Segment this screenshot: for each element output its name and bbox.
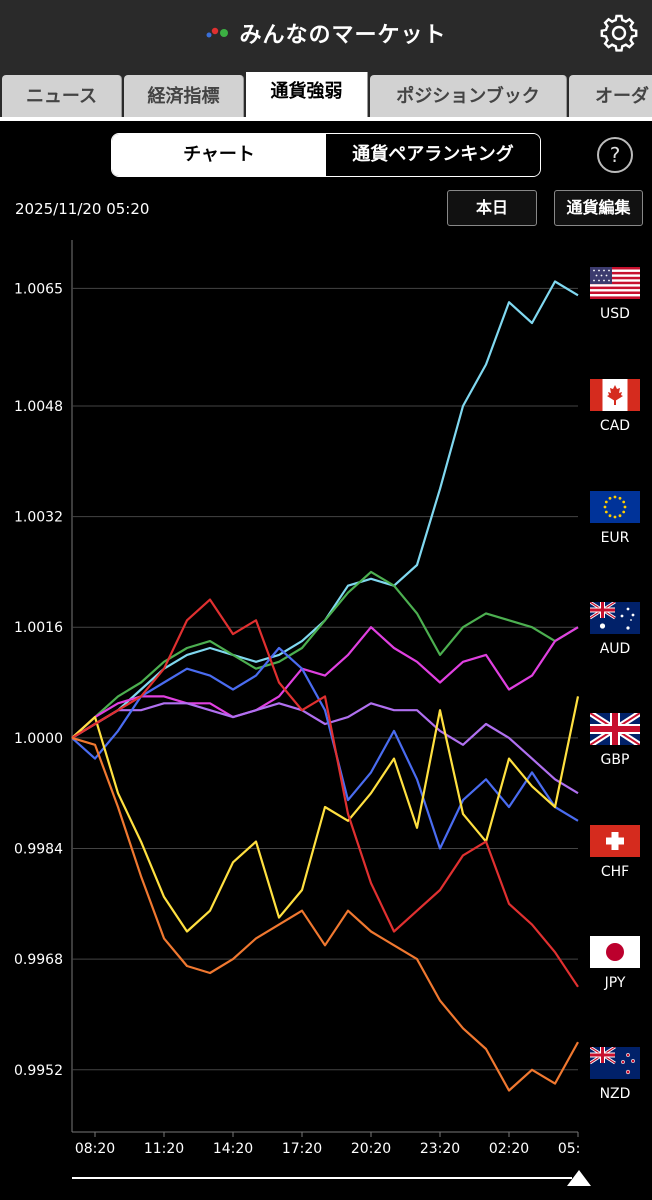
currency-cad[interactable]: CAD (589, 379, 641, 434)
y-tick-label: 1.0048 (14, 399, 63, 415)
app-logo-icon (206, 27, 229, 38)
app-header: みんなのマーケット (0, 0, 652, 72)
time-scrubber-track[interactable] (72, 1177, 572, 1179)
tab-economic-indicators[interactable]: 経済指標 (124, 75, 244, 117)
currency-strength-chart: 1.0065 1.0048 1.0032 1.0016 1.0000 0.9984 0.99… (14, 240, 580, 1157)
tab-position-book[interactable]: ポジションブック (370, 75, 567, 117)
edit-currencies-button[interactable]: 通貨編集 (554, 190, 643, 226)
segment-pair-ranking[interactable]: 通貨ペアランキング (326, 134, 540, 176)
currency-jpy[interactable]: JPY (589, 936, 641, 991)
x-tick-label: 08:20 (75, 1141, 115, 1157)
currency-eur[interactable]: EUR (589, 491, 641, 546)
flag-nzd-icon (590, 1047, 640, 1079)
settings-gear-icon[interactable] (598, 12, 640, 54)
time-scrubber-handle-icon[interactable] (567, 1170, 591, 1186)
x-tick-label: 14:20 (213, 1141, 253, 1157)
flag-cad-icon (590, 379, 640, 411)
currency-gbp[interactable]: GBP (589, 713, 641, 768)
main-tabs: ニュース 経済指標 通貨強弱 ポジションブック オーダ (0, 72, 652, 120)
series-line-7 (71, 736, 579, 1092)
flag-aud-icon (590, 602, 640, 634)
y-tick-label: 1.0032 (14, 510, 63, 526)
tab-underline (0, 117, 652, 121)
series-line-5 (71, 696, 580, 933)
x-tick-label: 23:20 (420, 1141, 460, 1157)
x-tick-label: 17:20 (282, 1141, 322, 1157)
flag-eur-icon (590, 491, 640, 523)
period-today-button[interactable]: 本日 (447, 190, 537, 226)
currency-code: GBP (600, 752, 630, 768)
y-tick-label: 0.9984 (14, 841, 63, 857)
currency-code: CAD (599, 418, 631, 434)
currency-code: NZD (599, 1086, 631, 1102)
flag-chf-icon (590, 825, 640, 857)
currency-code: EUR (600, 530, 630, 546)
y-tick-label: 1.0065 (14, 281, 63, 297)
currency-chf[interactable]: CHF (589, 825, 641, 880)
currency-code: AUD (599, 641, 631, 657)
y-tick-label: 1.0000 (14, 731, 63, 747)
x-tick-label: 11:20 (144, 1141, 184, 1157)
flag-gbp-icon (590, 713, 640, 745)
currency-nzd[interactable]: NZD (589, 1047, 641, 1102)
flag-jpy-icon (590, 936, 640, 968)
x-tick-label: 05:20 (558, 1141, 580, 1157)
app-title: みんなのマーケット (0, 17, 652, 49)
series-line-1 (71, 570, 579, 739)
y-tick-label: 0.9952 (14, 1063, 63, 1079)
view-segmented-control: チャート 通貨ペアランキング (111, 133, 541, 177)
y-tick-label: 1.0016 (14, 620, 63, 636)
help-button[interactable]: ? (597, 137, 633, 173)
x-tick-label: 02:20 (489, 1141, 529, 1157)
flag-usd-icon (590, 267, 640, 299)
currency-code: JPY (604, 975, 626, 991)
currency-code: USD (600, 306, 630, 322)
tab-news[interactable]: ニュース (2, 75, 122, 117)
chart-timestamp: 2025/11/20 05:20 (15, 200, 150, 218)
tab-currency-strength[interactable]: 通貨強弱 (246, 72, 368, 117)
x-tick-label: 20:20 (351, 1141, 391, 1157)
series-line-6 (71, 598, 579, 988)
currency-aud[interactable]: AUD (589, 602, 641, 657)
y-tick-label: 0.9968 (14, 952, 63, 968)
segment-chart[interactable]: チャート (112, 134, 326, 176)
currency-usd[interactable]: USD (589, 267, 641, 322)
tab-order[interactable]: オーダ (569, 75, 652, 117)
series-line-3 (71, 702, 579, 795)
currency-code: CHF (600, 864, 630, 880)
series-line-2 (71, 626, 579, 739)
series-line-0 (71, 280, 579, 739)
series-line-4 (71, 646, 579, 850)
